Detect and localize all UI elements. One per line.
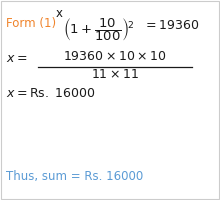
Text: $\mathregular{x}$: $\mathregular{x}$: [55, 7, 64, 20]
Text: $x = \mathrm{Rs.}\ 16000$: $x = \mathrm{Rs.}\ 16000$: [6, 87, 96, 100]
Text: $\left(1+\dfrac{10}{100}\right)^{\!2}$: $\left(1+\dfrac{10}{100}\right)^{\!2}$: [63, 16, 134, 43]
Text: $19360 \times 10 \times 10$: $19360 \times 10 \times 10$: [63, 50, 167, 63]
Text: Thus, sum = Rs. 16000: Thus, sum = Rs. 16000: [6, 170, 143, 183]
Text: $11 \times 11$: $11 \times 11$: [91, 68, 139, 81]
Text: $x =$: $x =$: [6, 52, 28, 65]
Text: $= 19360$: $= 19360$: [143, 19, 199, 32]
Text: Form (1): Form (1): [6, 17, 56, 30]
